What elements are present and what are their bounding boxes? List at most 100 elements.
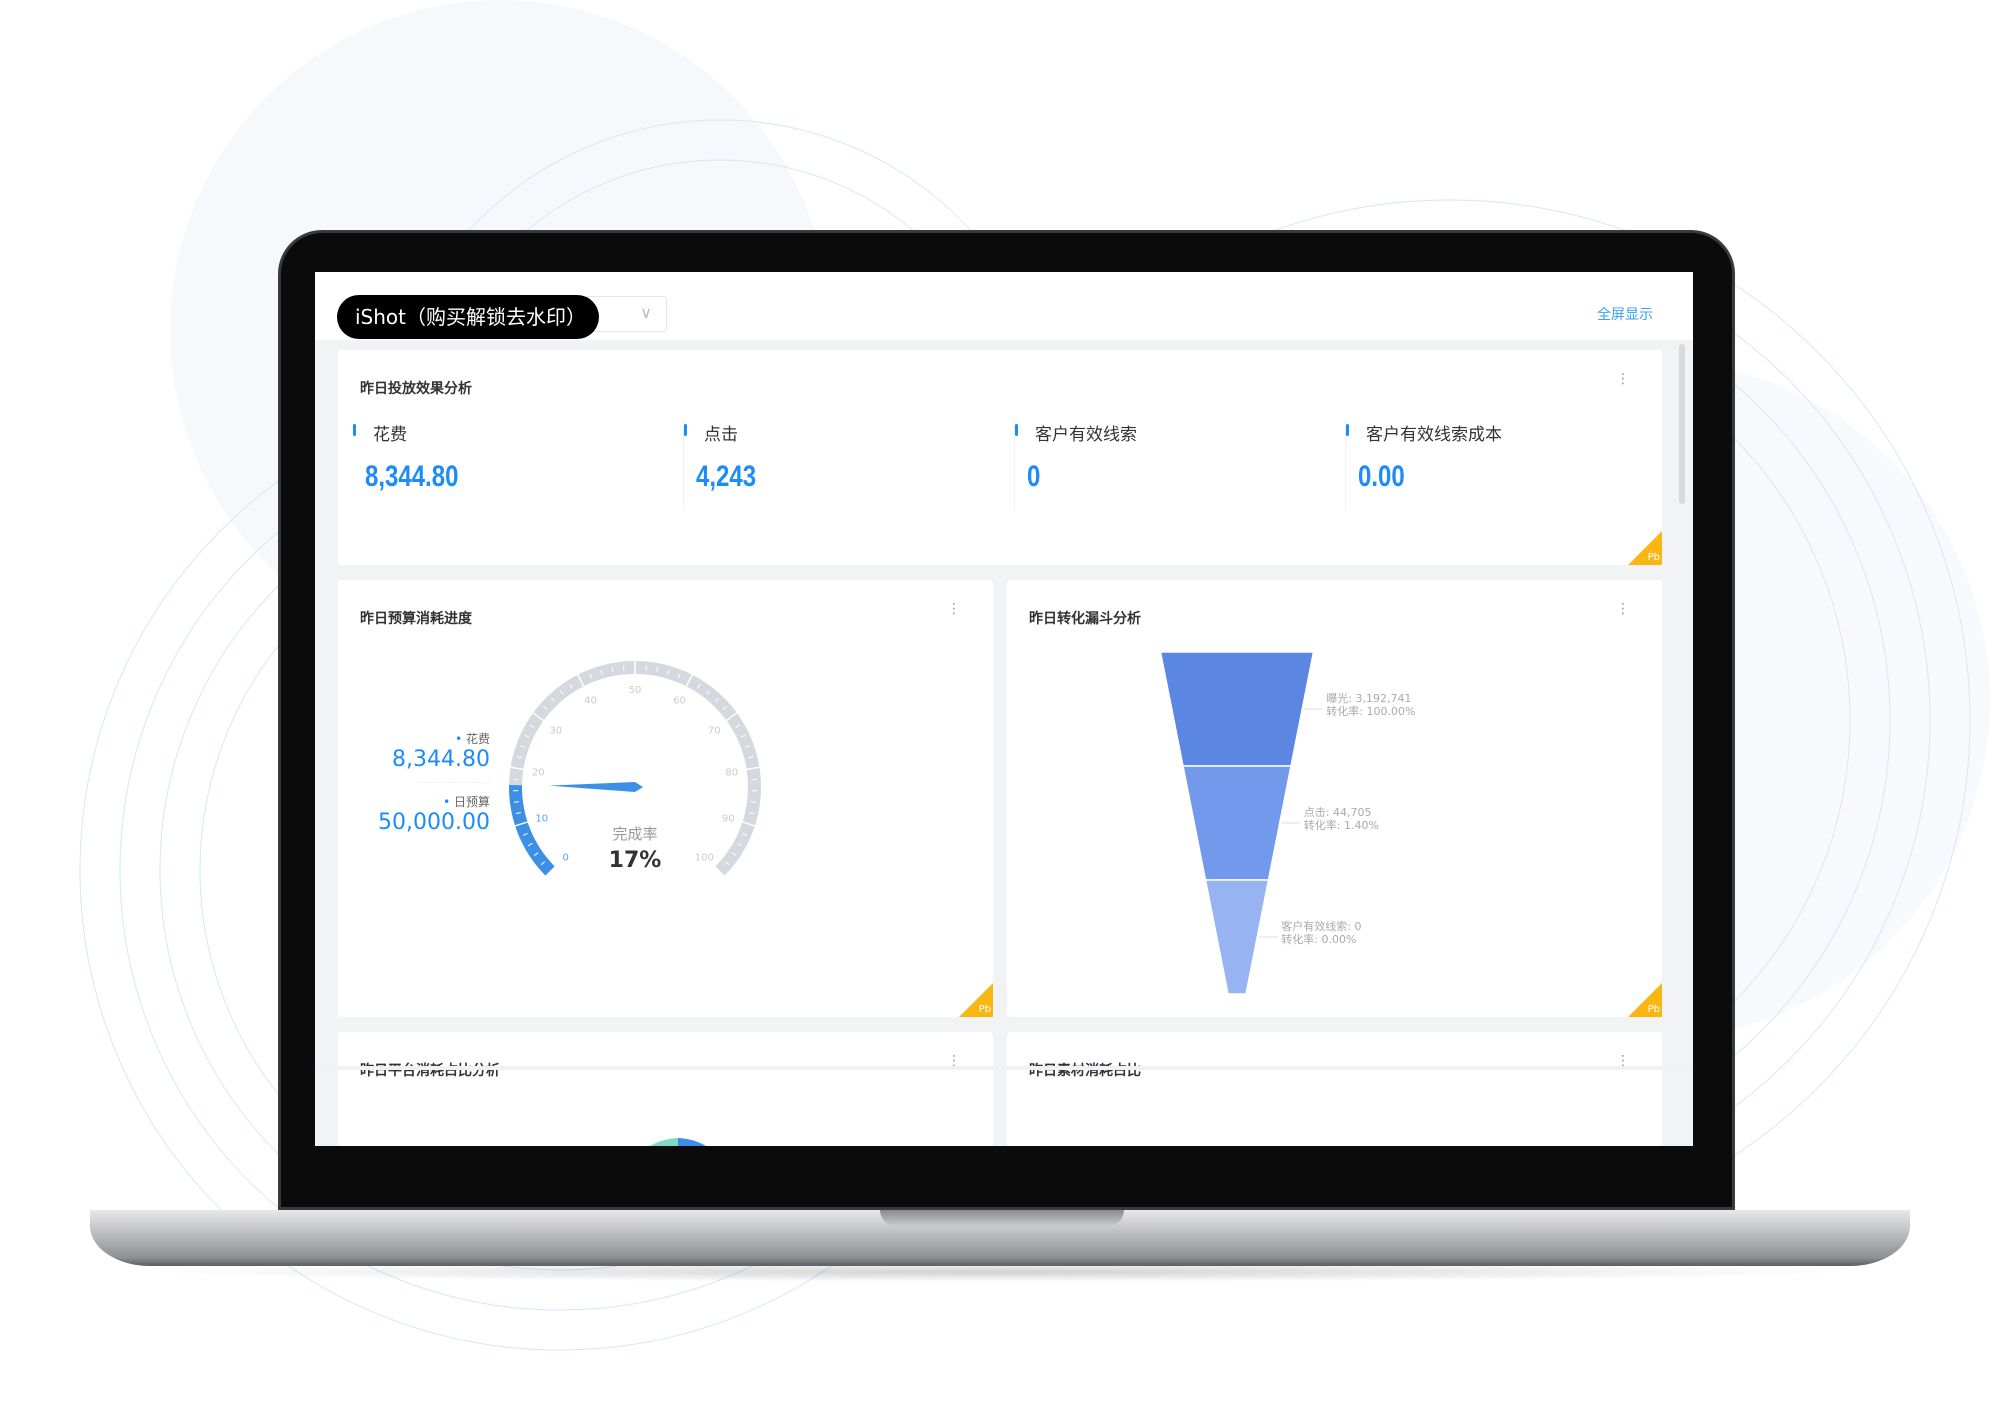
overview-card: 昨日投放效果分析 ⋮ 花费 8,344.80 点击 4,243 客户有效线索 0 客户有效线…: [338, 350, 1662, 565]
badge-text: Pb: [978, 1004, 991, 1015]
metric-label: 花费: [373, 425, 407, 445]
more-icon[interactable]: ⋮: [1616, 371, 1630, 387]
gauge-tick: [522, 833, 528, 836]
gauge-tick: [516, 756, 522, 759]
gauge-major-tick: [685, 674, 693, 687]
spend-label: • 花费: [350, 730, 490, 747]
gauge-tick: [740, 734, 746, 738]
more-icon[interactable]: ⋮: [947, 1053, 961, 1069]
gauge-tick: [751, 801, 757, 803]
gauge-tick: [737, 842, 743, 847]
gauge-major-tick: [725, 712, 738, 722]
gauge-tick-label: 0: [563, 852, 569, 863]
gauge-tick: [697, 683, 701, 689]
budget-label-text: 日预算: [453, 795, 490, 809]
metric-value: 0.00: [1358, 460, 1405, 493]
gauge-fill: [509, 785, 556, 877]
metric-marker: [684, 424, 687, 436]
gauge-major-tick: [746, 766, 760, 771]
metric-label: 点击: [704, 425, 738, 445]
dot-icon: •: [443, 795, 451, 809]
gauge-tick: [722, 705, 727, 711]
gauge-tick-label: 90: [722, 813, 735, 824]
gauge-major-tick: [577, 674, 585, 687]
gauge-tick: [714, 697, 719, 703]
top-bar: ∨ iShot（购买解锁去水印） 全屏显示: [315, 272, 1693, 340]
laptop-notch: [880, 1210, 1124, 1226]
platform-card: 昨日平台消耗占比分析 ⋮: [338, 1032, 993, 1146]
metric-2: 客户有效线索 0: [1015, 420, 1346, 510]
budget-label: • 日预算: [350, 793, 490, 810]
gauge-tick: [667, 669, 670, 675]
gauge-tick: [731, 852, 737, 856]
gauge-tick-label: 80: [725, 768, 738, 779]
funnel-segment: [1159, 651, 1315, 767]
funnel-card: 昨日转化漏斗分析 ⋮ 曝光: 3,192,741 转化率: 100.00% 点击: …: [1007, 580, 1662, 1017]
gauge-tick: [611, 667, 614, 673]
divider: [1014, 420, 1015, 510]
funnel-segment: [1204, 879, 1270, 995]
funnel-label-rate: 转化率: 100.00%: [1326, 704, 1415, 718]
card-title: 昨日预算消耗进度: [360, 611, 472, 627]
watermark-pill: iShot（购买解锁去水印）: [337, 295, 599, 339]
gauge-tick-label: 10: [535, 813, 548, 824]
metric-value: 4,243: [696, 460, 757, 493]
gauge-tick: [524, 734, 530, 738]
card-title: 昨日素材消耗占比: [1029, 1063, 1141, 1079]
gauge-tick: [677, 673, 681, 679]
gauge-tick: [527, 842, 533, 847]
fullscreen-link[interactable]: 全屏显示: [1597, 307, 1653, 323]
card-title: 昨日投放效果分析: [360, 381, 472, 397]
badge-corner: [1628, 983, 1662, 1017]
scroll-artifact: [315, 1066, 1693, 1070]
metric-label: 客户有效线索成本: [1366, 425, 1502, 445]
gauge-tick-label: 40: [584, 696, 597, 707]
laptop-shadow: [140, 1262, 1860, 1282]
gauge-tick-label: 20: [532, 768, 545, 779]
gauge-tick: [513, 801, 519, 803]
gauge-tick: [600, 669, 603, 675]
funnel-label-value: 点击: 44,705: [1304, 806, 1372, 819]
card-title: 昨日平台消耗占比分析: [360, 1063, 500, 1079]
scrollbar[interactable]: [1679, 344, 1685, 504]
spend-value: 8,344.80: [392, 747, 490, 772]
gauge-tick: [559, 690, 564, 695]
gauge-major-tick: [714, 866, 725, 877]
funnel-label-value: 客户有效线索: 0: [1281, 919, 1361, 933]
gauge-tick: [543, 705, 548, 711]
gauge-tick-label: 70: [708, 725, 721, 736]
metric-value: 0: [1027, 460, 1041, 493]
gauge-major-tick: [532, 712, 545, 722]
budget-card: 昨日预算消耗进度 ⋮ • 花费 8,344.80 • 日预算 50,000.00…: [338, 580, 993, 1017]
dot-icon: •: [455, 732, 463, 746]
gauge-tick: [529, 724, 535, 728]
funnel-label-rate: 转化率: 0.00%: [1281, 932, 1356, 946]
metric-value: 8,344.80: [365, 460, 459, 493]
gauge-tick: [656, 667, 659, 673]
pie-chart-partial: [650, 1138, 706, 1146]
metric-1: 点击 4,243: [684, 420, 1015, 510]
material-card: 昨日素材消耗占比 ⋮: [1007, 1032, 1662, 1146]
gauge-tick: [540, 861, 546, 866]
gauge-needle: [549, 782, 643, 792]
metric-marker: [1015, 424, 1018, 436]
badge-text: Pb: [1647, 552, 1660, 563]
gauge-major-tick: [742, 821, 756, 827]
divider: [1345, 420, 1346, 510]
gauge-tick: [744, 745, 750, 748]
gauge-tick: [569, 683, 573, 689]
gauge-tick: [742, 833, 748, 836]
gauge-tick-label: 60: [673, 696, 686, 707]
chevron-down-icon: ∨: [640, 303, 652, 322]
gauge-tick: [735, 724, 741, 728]
gauge-value: 17%: [609, 848, 662, 873]
metric-3: 客户有效线索成本 0.00: [1346, 420, 1677, 510]
more-icon[interactable]: ⋮: [1616, 1053, 1630, 1069]
gauge-major-tick: [510, 766, 524, 771]
gauge-tick-label: 50: [629, 685, 642, 696]
gauge-tick: [748, 756, 754, 759]
gauge-tick: [589, 673, 593, 679]
gauge-tick: [533, 852, 539, 856]
gauge-tick: [551, 697, 556, 703]
